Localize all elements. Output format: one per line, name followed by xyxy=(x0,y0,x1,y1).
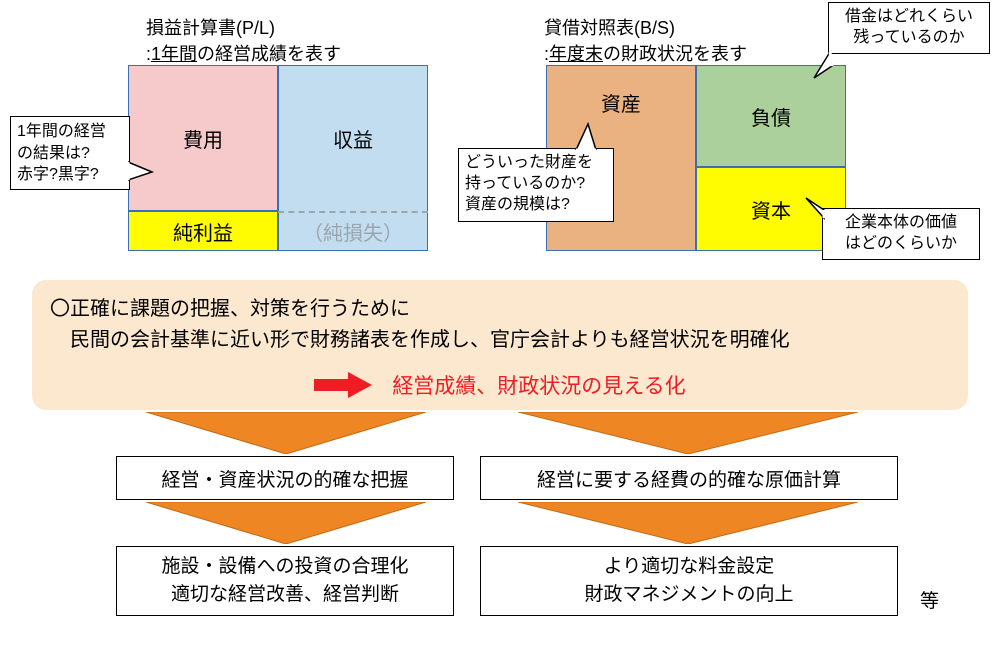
red-arrow-icon xyxy=(314,372,372,398)
pl-sub-suffix: の経営成績を表す xyxy=(197,44,341,64)
flow-left-box2: 施設・設備への投資の合理化 適切な経営改善、経営判断 xyxy=(116,546,454,616)
bs-debt-l1: 借金はどれくらい xyxy=(835,7,983,28)
bs-sub-suffix: の財政状況を表す xyxy=(603,44,747,64)
arrow-down-left-1 xyxy=(146,412,426,454)
pl-netprofit-label: 純利益 xyxy=(173,217,233,246)
arrow-down-right-2 xyxy=(518,502,858,544)
message-line2: 民間の会計基準に近い形で財務諸表を作成し、官庁会計よりも経営状況を明確化 xyxy=(50,325,950,356)
bs-title-text: 貸借対照表(B/S) xyxy=(544,18,675,38)
flow-right-box2-l2: 財政マネジメントの向上 xyxy=(584,581,793,609)
pl-callout-l3: 赤字?黒字? xyxy=(17,164,123,186)
bs-debt-callout: 借金はどれくらい 残っているのか xyxy=(828,2,990,54)
pl-netloss-text: （純損失） xyxy=(278,211,428,251)
bs-assets-callout: どういった財産を 持っているのか? 資産の規模は? xyxy=(458,148,614,222)
flow-right-box1: 経営に要する経費の的確な原価計算 xyxy=(480,456,898,500)
flow-left-box2-l2: 適切な経営改善、経営判断 xyxy=(171,581,399,609)
flow-right-box2: より適切な料金設定 財政マネジメントの向上 xyxy=(480,546,898,616)
pl-callout: 1年間の経営 の結果は? 赤字?黒字? xyxy=(10,116,130,190)
bs-liab-label: 負債 xyxy=(751,102,791,131)
bs-title: 貸借対照表(B/S) :年度末の財政状況を表す xyxy=(544,14,747,66)
pl-sub-underline: 1年間 xyxy=(151,44,197,64)
flow-left-box2-l1: 施設・設備への投資の合理化 xyxy=(161,553,408,581)
message-red-row: 経営成績、財政状況の見える化 xyxy=(50,370,950,400)
bs-equity-tail xyxy=(802,196,826,220)
message-box: 〇正確に課題の把握、対策を行うために 民間の会計基準に近い形で財務諸表を作成し、… xyxy=(32,280,968,410)
bs-debt-tail xyxy=(810,52,834,82)
bs-equity-l1: 企業本体の価値 xyxy=(829,213,973,234)
pl-expense-box: 費用 xyxy=(128,65,278,211)
bs-sub-underline: 年度末 xyxy=(549,44,603,64)
bs-assets-label: 資産 xyxy=(601,88,641,117)
message-red-text: 経営成績、財政状況の見える化 xyxy=(392,370,685,400)
bs-assets-l1: どういった財産を xyxy=(465,153,607,174)
pl-callout-tail xyxy=(128,158,154,186)
flow-left-box1: 経営・資産状況の的確な把握 xyxy=(116,456,454,500)
pl-expense-label: 費用 xyxy=(183,124,223,153)
pl-callout-l2: の結果は? xyxy=(17,143,123,165)
pl-callout-l1: 1年間の経営 xyxy=(17,121,123,143)
message-line1: 〇正確に課題の把握、対策を行うために xyxy=(50,294,950,325)
bs-assets-tail xyxy=(572,122,600,150)
pl-netprofit-box: 純利益 xyxy=(128,211,278,251)
bs-equity-callout: 企業本体の価値 はどのくらいか xyxy=(822,208,980,260)
flow-left-box1-text: 経営・資産状況の的確な把握 xyxy=(161,465,408,492)
pl-title-text: 損益計算書(P/L) xyxy=(146,18,275,38)
bs-assets-l2: 持っているのか? xyxy=(465,174,607,195)
arrow-down-right-1 xyxy=(518,412,858,454)
bs-capital-label: 資本 xyxy=(751,195,791,224)
pl-netloss-label: （純損失） xyxy=(303,217,403,246)
pl-title: 損益計算書(P/L) :1年間の経営成績を表す xyxy=(146,14,341,66)
pl-revenue-label: 収益 xyxy=(333,124,373,153)
pl-diagram: 費用 収益 純利益 （純損失） xyxy=(128,65,428,251)
flow-right-box1-text: 経営に要する経費の的確な原価計算 xyxy=(537,465,841,492)
bs-equity-l2: はどのくらいか xyxy=(829,234,973,255)
flow-right-box2-l1: より適切な料金設定 xyxy=(604,553,775,581)
bs-debt-l2: 残っているのか xyxy=(835,28,983,49)
etc-label: 等 xyxy=(920,586,939,613)
arrow-down-left-2 xyxy=(146,502,426,544)
bs-assets-l3: 資産の規模は? xyxy=(465,195,607,216)
